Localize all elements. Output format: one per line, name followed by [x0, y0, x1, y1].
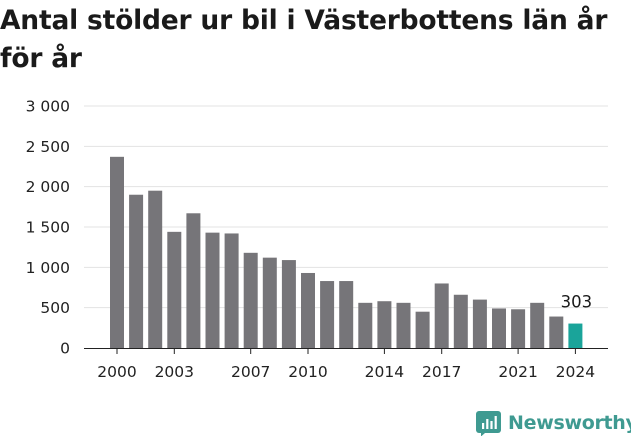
- bar-2015: [396, 302, 411, 348]
- bar-2018: [453, 294, 468, 348]
- bar-2010: [301, 272, 315, 348]
- bar-2007: [243, 252, 258, 348]
- bar-2017: [434, 283, 449, 348]
- bar-2013: [358, 302, 373, 348]
- x-tick-label: 2003: [155, 363, 194, 381]
- grid-lines: [84, 105, 608, 309]
- data-labels: 303: [561, 293, 593, 312]
- x-tick-label: 2024: [556, 363, 595, 381]
- bar-2003: [167, 231, 182, 348]
- chart-title: Antal stölder ur bil i Västerbottens län…: [0, 5, 608, 74]
- data-label-2024: 303: [561, 293, 593, 312]
- y-tick-label: 1 000: [26, 259, 70, 277]
- bar-2019: [472, 299, 487, 348]
- bar-2004: [186, 213, 201, 348]
- y-tick-label: 2 500: [26, 138, 70, 156]
- bar-2024: [568, 323, 583, 348]
- x-tick-label: 2000: [97, 363, 136, 381]
- bar-2022: [530, 302, 545, 348]
- x-tick-label: 2007: [231, 363, 270, 381]
- bar-2011: [320, 281, 335, 348]
- bar-2005: [205, 232, 220, 348]
- bar-2023: [549, 316, 564, 348]
- bar-2021: [511, 309, 526, 348]
- y-tick-label: 0: [60, 340, 70, 358]
- bar-2006: [224, 233, 239, 348]
- y-axis-tick-labels: 0 500 1 000 1 500 2 000 2 500 3 000: [26, 98, 70, 358]
- bar-2002: [148, 190, 163, 348]
- bar-2016: [415, 311, 430, 348]
- y-tick-label: 3 000: [26, 98, 70, 116]
- x-tick-label: 2021: [498, 363, 537, 381]
- y-tick-label: 1 500: [26, 219, 70, 237]
- x-tick-label: 2010: [288, 363, 327, 381]
- bar-2000: [110, 156, 124, 348]
- y-tick-label: 500: [40, 299, 70, 317]
- bar-2008: [262, 257, 277, 348]
- x-tick-label: 2014: [365, 363, 404, 381]
- x-tick-label: 2017: [422, 363, 461, 381]
- bar-2014: [377, 301, 392, 348]
- bars: [110, 156, 583, 348]
- newsworthy-brand: Newsworthy: [476, 407, 631, 439]
- bar-2001: [129, 194, 144, 348]
- brand-name: Newsworthy: [508, 412, 631, 434]
- bar-2012: [339, 281, 354, 348]
- bar-2009: [281, 260, 296, 348]
- newsworthy-logo-icon: [476, 410, 501, 436]
- y-tick-label: 2 000: [26, 178, 70, 196]
- x-axis-tick-labels: 2000 2003 2007 2010 2014 2017 2021 2024: [97, 348, 595, 381]
- bar-2020: [492, 308, 506, 348]
